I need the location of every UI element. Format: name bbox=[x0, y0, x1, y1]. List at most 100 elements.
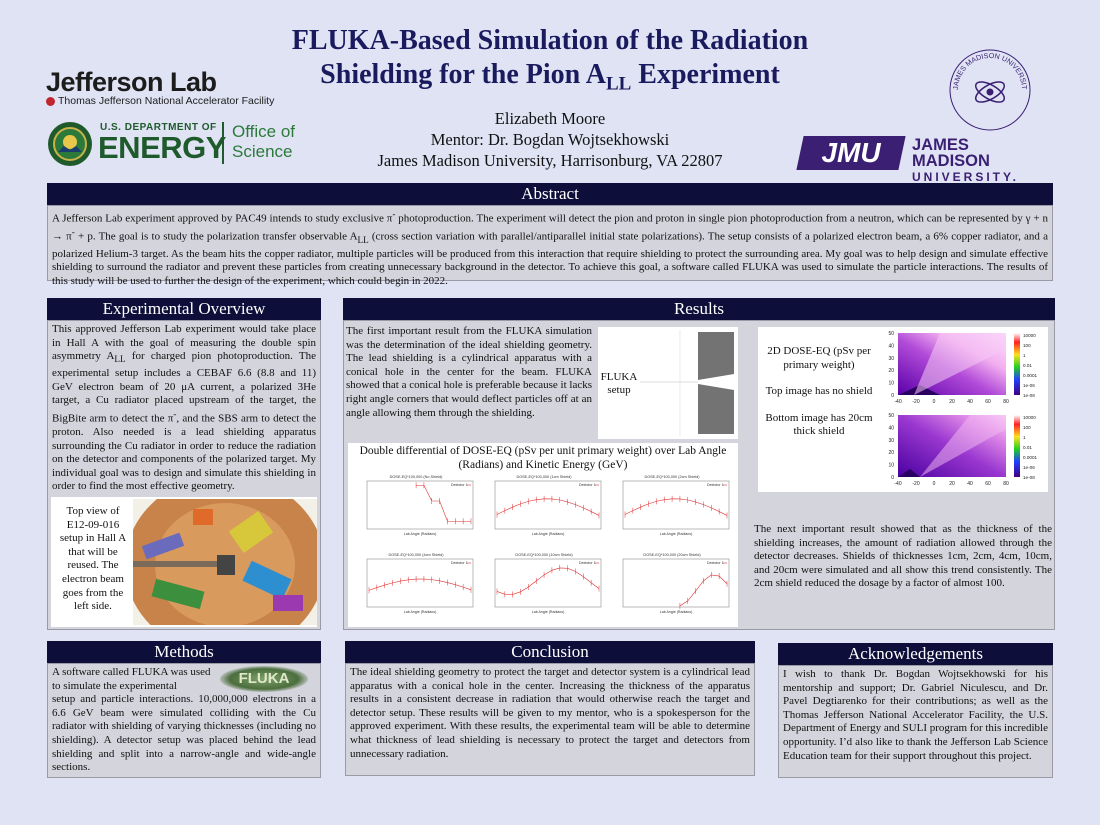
heatmap-y-tick: 40 bbox=[888, 343, 894, 349]
abstract-text-c: + p. The goal is to study the polarizati… bbox=[74, 230, 358, 243]
small-plot-xlabel: Lab Angle (Radians) bbox=[532, 532, 565, 536]
small-plot-frame bbox=[366, 558, 474, 608]
fluka-logo-text: FLUKA bbox=[238, 670, 290, 687]
small-plot-legend: Detector 1 bbox=[707, 561, 724, 565]
heatmap-y-tick: 40 bbox=[888, 425, 894, 431]
heatmap-y-tick: 20 bbox=[888, 450, 894, 456]
heatmap-x-tick: 80 bbox=[1003, 399, 1009, 405]
mentor-name: Mentor: Dr. Bogdan Wojtsekhowski bbox=[430, 130, 670, 149]
heatmap-x-tick: 60 bbox=[985, 481, 991, 487]
heatmap-x-tick: 0 bbox=[933, 399, 936, 405]
jmu-name-2: UNIVERSITY. bbox=[912, 170, 1020, 184]
dose-2d-panel: 2D DOSE-EQ (pSv per primary weight) Top … bbox=[758, 327, 1048, 492]
small-plot-legend: Detector 1 bbox=[707, 483, 724, 487]
fluka-setup-label: FLUKA setup bbox=[600, 371, 638, 396]
abstract-body: A Jefferson Lab experiment approved by P… bbox=[47, 205, 1053, 287]
small-plots-grid: DOSE-EQ*100,000 (No Shield) Detector 1 Lab… bbox=[366, 475, 730, 614]
overview-sup: - bbox=[173, 408, 177, 419]
jmu-seal-icon: JAMES MADISON UNIVERSITY PHYSICS AND AST… bbox=[941, 39, 1031, 131]
jmu-logo: JMU JAMES MADISON UNIVERSITY. bbox=[796, 136, 1050, 184]
abstract-text-b: photoproduction. The experiment will det… bbox=[52, 212, 1048, 243]
overview-body: This approved Jefferson Lab experiment w… bbox=[47, 320, 321, 630]
title-subscript: LL bbox=[605, 73, 632, 95]
small-plot-series bbox=[496, 567, 600, 595]
small-plot-legend: Detector 1 bbox=[579, 561, 596, 565]
doe-office-1: Office of bbox=[232, 122, 295, 141]
fluka-logo: FLUKA bbox=[220, 666, 308, 692]
heatmap-scale-label: 1e-08 bbox=[1023, 393, 1035, 398]
heatmap-x-tick: 80 bbox=[1003, 481, 1009, 487]
jmu-name-1: JAMES MADISON bbox=[912, 136, 990, 170]
heatmap-y-tick: 30 bbox=[888, 356, 894, 362]
dose-2d-text: 2D DOSE-EQ (pSv per primary weight) Top … bbox=[760, 345, 878, 439]
heatmap-x-tick: -20 bbox=[912, 481, 919, 487]
top-image-label: Top image has no shield bbox=[765, 385, 873, 397]
small-plot-title: DOSE-EQ*100,000 (No Shield) bbox=[390, 475, 443, 479]
author-block: Elizabeth Moore Mentor: Dr. Bogdan Wojts… bbox=[300, 108, 800, 171]
heatmap-y-tick: 50 bbox=[888, 331, 894, 337]
small-plot-title: DOSE-EQ*100,000 (2cm Shield) bbox=[644, 475, 700, 479]
small-plot-series bbox=[624, 498, 728, 516]
small-plot-frame bbox=[494, 480, 602, 530]
fluka-setup-panel: FLUKA setup bbox=[598, 327, 738, 439]
heatmap-scale-label: 1e-06 bbox=[1023, 465, 1035, 470]
heatmap-x-tick: 0 bbox=[933, 481, 936, 487]
small-plot-frame bbox=[622, 480, 730, 530]
doe-line-1: U.S. DEPARTMENT OF bbox=[100, 122, 217, 133]
heatmap-scale-label: 10000 bbox=[1023, 415, 1036, 420]
abstract-sup-1: - bbox=[392, 209, 396, 219]
title-line-1: FLUKA-Based Simulation of the Radiation bbox=[291, 25, 809, 56]
jmu-physics-seal: JAMES MADISON UNIVERSITY PHYSICS AND AST… bbox=[941, 39, 1036, 134]
small-plot: DOSE-EQ*100,000 (4cm Shield) Detector 1 La… bbox=[366, 553, 474, 614]
overview-heading: Experimental Overview bbox=[47, 298, 321, 320]
heatmap-20cm-shield bbox=[898, 415, 1020, 477]
heatmap-x-tick: -40 bbox=[894, 481, 901, 487]
acknowledgements-heading: Acknowledgements bbox=[778, 643, 1053, 665]
heatmap-y-tick: 10 bbox=[888, 463, 894, 469]
jmu-name: JAMES MADISON UNIVERSITY. bbox=[912, 137, 1050, 185]
fluka-geometry-image bbox=[640, 330, 736, 436]
heatmap-x-tick: 40 bbox=[967, 399, 973, 405]
small-plot-series bbox=[368, 578, 472, 591]
small-plot: DOSE-EQ*100,000 (20cm Shield) Detector 1 L… bbox=[622, 553, 730, 614]
doe-office-2: Science bbox=[232, 142, 293, 161]
heatmap-scale-label: 1 bbox=[1023, 435, 1026, 440]
dose-heatmaps: -40 -20 0 20 40 60 80504030201001000010010.010… bbox=[888, 331, 1037, 487]
small-plot-series bbox=[496, 498, 600, 516]
small-plot-frame bbox=[366, 480, 474, 530]
author-name: Elizabeth Moore bbox=[494, 109, 606, 128]
heatmap-y-tick: 0 bbox=[891, 393, 894, 399]
heatmap-x-tick: 40 bbox=[967, 481, 973, 487]
heatmap-scale-label: 0.0001 bbox=[1023, 373, 1037, 378]
heatmap-scale-label: 10000 bbox=[1023, 333, 1036, 338]
double-differential-panel: Double differential of DOSE-EQ (pSv per … bbox=[348, 443, 738, 627]
overview-text-b: for charged pion photoproduction. The ex… bbox=[52, 350, 316, 425]
results-body: The first important result from the FLUK… bbox=[343, 320, 1055, 630]
heatmap-y-tick: 50 bbox=[888, 413, 894, 419]
conclusion-heading: Conclusion bbox=[345, 641, 755, 663]
bottom-image-label: Bottom image has 20cm thick shield bbox=[765, 411, 873, 438]
title-line-2-post: Experiment bbox=[631, 59, 780, 90]
heatmap-scale-label: 100 bbox=[1023, 343, 1031, 348]
methods-text-1: A software called FLUKA was used to simu… bbox=[52, 666, 211, 692]
small-plot-series bbox=[416, 484, 471, 522]
heatmap-no-shield bbox=[898, 333, 1020, 395]
small-plot-title: DOSE-EQ*100,000 (4cm Shield) bbox=[388, 553, 444, 557]
doe-office: Office of Science bbox=[232, 122, 295, 162]
hall-a-setup-image bbox=[133, 499, 317, 625]
heatmap-y-tick: 20 bbox=[888, 368, 894, 374]
small-plot-title: DOSE-EQ*100,000 (10cm Shield) bbox=[515, 553, 573, 557]
jlab-name: Jefferson Lab bbox=[46, 67, 217, 97]
heatmap-scale-label: 0.01 bbox=[1023, 363, 1032, 368]
abstract-heading: Abstract bbox=[47, 183, 1053, 205]
results-heading: Results bbox=[343, 298, 1055, 320]
title-line-2: Shielding for the Pion ALL Experiment bbox=[200, 58, 900, 102]
acknowledgements-body: I wish to thank Dr. Bogdan Wojtsekhowski… bbox=[778, 665, 1053, 778]
results-paragraph-2: The next important result showed that as… bbox=[754, 523, 1052, 590]
jmu-short: JMU bbox=[821, 137, 881, 168]
title-line-2-pre: Shielding for the Pion A bbox=[320, 59, 606, 90]
small-plot: DOSE-EQ*100,000 (No Shield) Detector 1 Lab… bbox=[366, 475, 474, 536]
small-plot-xlabel: Lab Angle (Radians) bbox=[404, 610, 437, 614]
overview-sub: LL bbox=[114, 354, 126, 365]
doe-line-2: ENERGY bbox=[98, 130, 226, 165]
